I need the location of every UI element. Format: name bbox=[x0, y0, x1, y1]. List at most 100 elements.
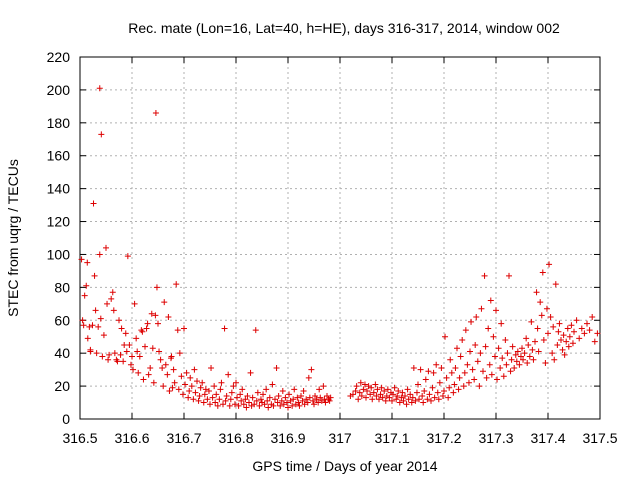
data-point bbox=[389, 397, 395, 404]
data-point bbox=[497, 364, 504, 371]
data-point bbox=[430, 369, 437, 376]
data-point bbox=[424, 396, 431, 403]
data-point bbox=[90, 200, 97, 207]
data-point bbox=[511, 364, 518, 371]
data-point bbox=[442, 333, 449, 340]
data-point bbox=[264, 397, 271, 404]
data-point bbox=[429, 384, 436, 391]
data-point bbox=[398, 394, 405, 401]
data-point bbox=[353, 383, 360, 390]
data-point bbox=[486, 361, 493, 368]
data-point bbox=[209, 394, 216, 401]
data-point bbox=[519, 345, 525, 352]
data-point bbox=[420, 399, 427, 406]
data-point bbox=[187, 374, 194, 381]
data-point bbox=[270, 402, 277, 409]
data-point bbox=[448, 369, 455, 376]
data-point bbox=[216, 396, 223, 403]
x-tick-label: 317 bbox=[328, 430, 352, 446]
data-point bbox=[79, 317, 86, 324]
data-point bbox=[493, 307, 499, 314]
data-point bbox=[322, 399, 329, 406]
data-point bbox=[227, 396, 234, 403]
data-point bbox=[381, 388, 388, 395]
data-point bbox=[482, 343, 489, 350]
data-point bbox=[554, 341, 561, 348]
data-point bbox=[135, 369, 142, 376]
data-point bbox=[194, 378, 200, 385]
data-point bbox=[454, 345, 460, 352]
data-point bbox=[91, 272, 98, 279]
data-point bbox=[559, 346, 566, 353]
data-point bbox=[140, 376, 147, 383]
data-point bbox=[188, 383, 195, 390]
data-point bbox=[294, 394, 301, 401]
data-point bbox=[374, 386, 381, 393]
data-point bbox=[78, 256, 85, 263]
data-point bbox=[106, 351, 113, 358]
data-point bbox=[235, 402, 242, 409]
data-point bbox=[309, 397, 316, 404]
data-point bbox=[520, 356, 527, 363]
data-point bbox=[372, 381, 379, 388]
data-point bbox=[130, 366, 137, 373]
data-point bbox=[100, 332, 107, 339]
data-point bbox=[412, 397, 419, 404]
data-point bbox=[367, 391, 374, 398]
data-point bbox=[471, 376, 478, 383]
data-point bbox=[417, 366, 424, 373]
data-point bbox=[586, 327, 593, 334]
data-point bbox=[452, 364, 459, 371]
x-tick-label: 317.2 bbox=[426, 430, 461, 446]
data-point bbox=[96, 85, 103, 92]
data-point bbox=[152, 109, 159, 116]
data-point bbox=[327, 394, 334, 401]
data-point bbox=[480, 368, 486, 375]
data-point bbox=[116, 317, 122, 324]
data-point bbox=[247, 369, 254, 376]
data-point bbox=[99, 353, 106, 360]
y-tick-label: 120 bbox=[47, 214, 71, 230]
data-point bbox=[165, 313, 172, 320]
data-point bbox=[111, 350, 118, 357]
data-point bbox=[326, 397, 333, 404]
data-point bbox=[152, 312, 159, 319]
data-point bbox=[143, 325, 150, 332]
data-point bbox=[114, 358, 121, 365]
data-point bbox=[278, 397, 285, 404]
data-point bbox=[182, 381, 189, 388]
data-point bbox=[145, 371, 152, 378]
data-point bbox=[200, 399, 207, 406]
data-point bbox=[435, 396, 442, 403]
data-point bbox=[257, 396, 264, 403]
data-point bbox=[428, 397, 434, 404]
data-point bbox=[207, 401, 213, 408]
data-point bbox=[514, 348, 521, 355]
data-point bbox=[279, 388, 286, 395]
x-tick-label: 316.7 bbox=[166, 430, 201, 446]
data-point bbox=[584, 320, 590, 327]
x-tick-label: 317.1 bbox=[374, 430, 409, 446]
data-point bbox=[225, 371, 232, 378]
data-point bbox=[199, 379, 206, 386]
data-point bbox=[555, 328, 562, 335]
data-point bbox=[156, 348, 163, 355]
data-point bbox=[537, 299, 544, 306]
data-point bbox=[303, 396, 310, 403]
data-point bbox=[217, 386, 224, 393]
data-point bbox=[174, 327, 181, 334]
data-point bbox=[403, 401, 410, 408]
data-point bbox=[289, 402, 296, 409]
data-point bbox=[433, 361, 440, 368]
data-point bbox=[212, 399, 219, 406]
data-point bbox=[291, 386, 298, 393]
data-point bbox=[526, 353, 533, 360]
data-point bbox=[304, 399, 311, 406]
data-point bbox=[415, 381, 421, 388]
data-point bbox=[407, 391, 414, 398]
data-point bbox=[382, 397, 389, 404]
data-point bbox=[386, 394, 393, 401]
data-point bbox=[425, 368, 432, 375]
data-point bbox=[134, 348, 141, 355]
data-point bbox=[476, 383, 483, 390]
